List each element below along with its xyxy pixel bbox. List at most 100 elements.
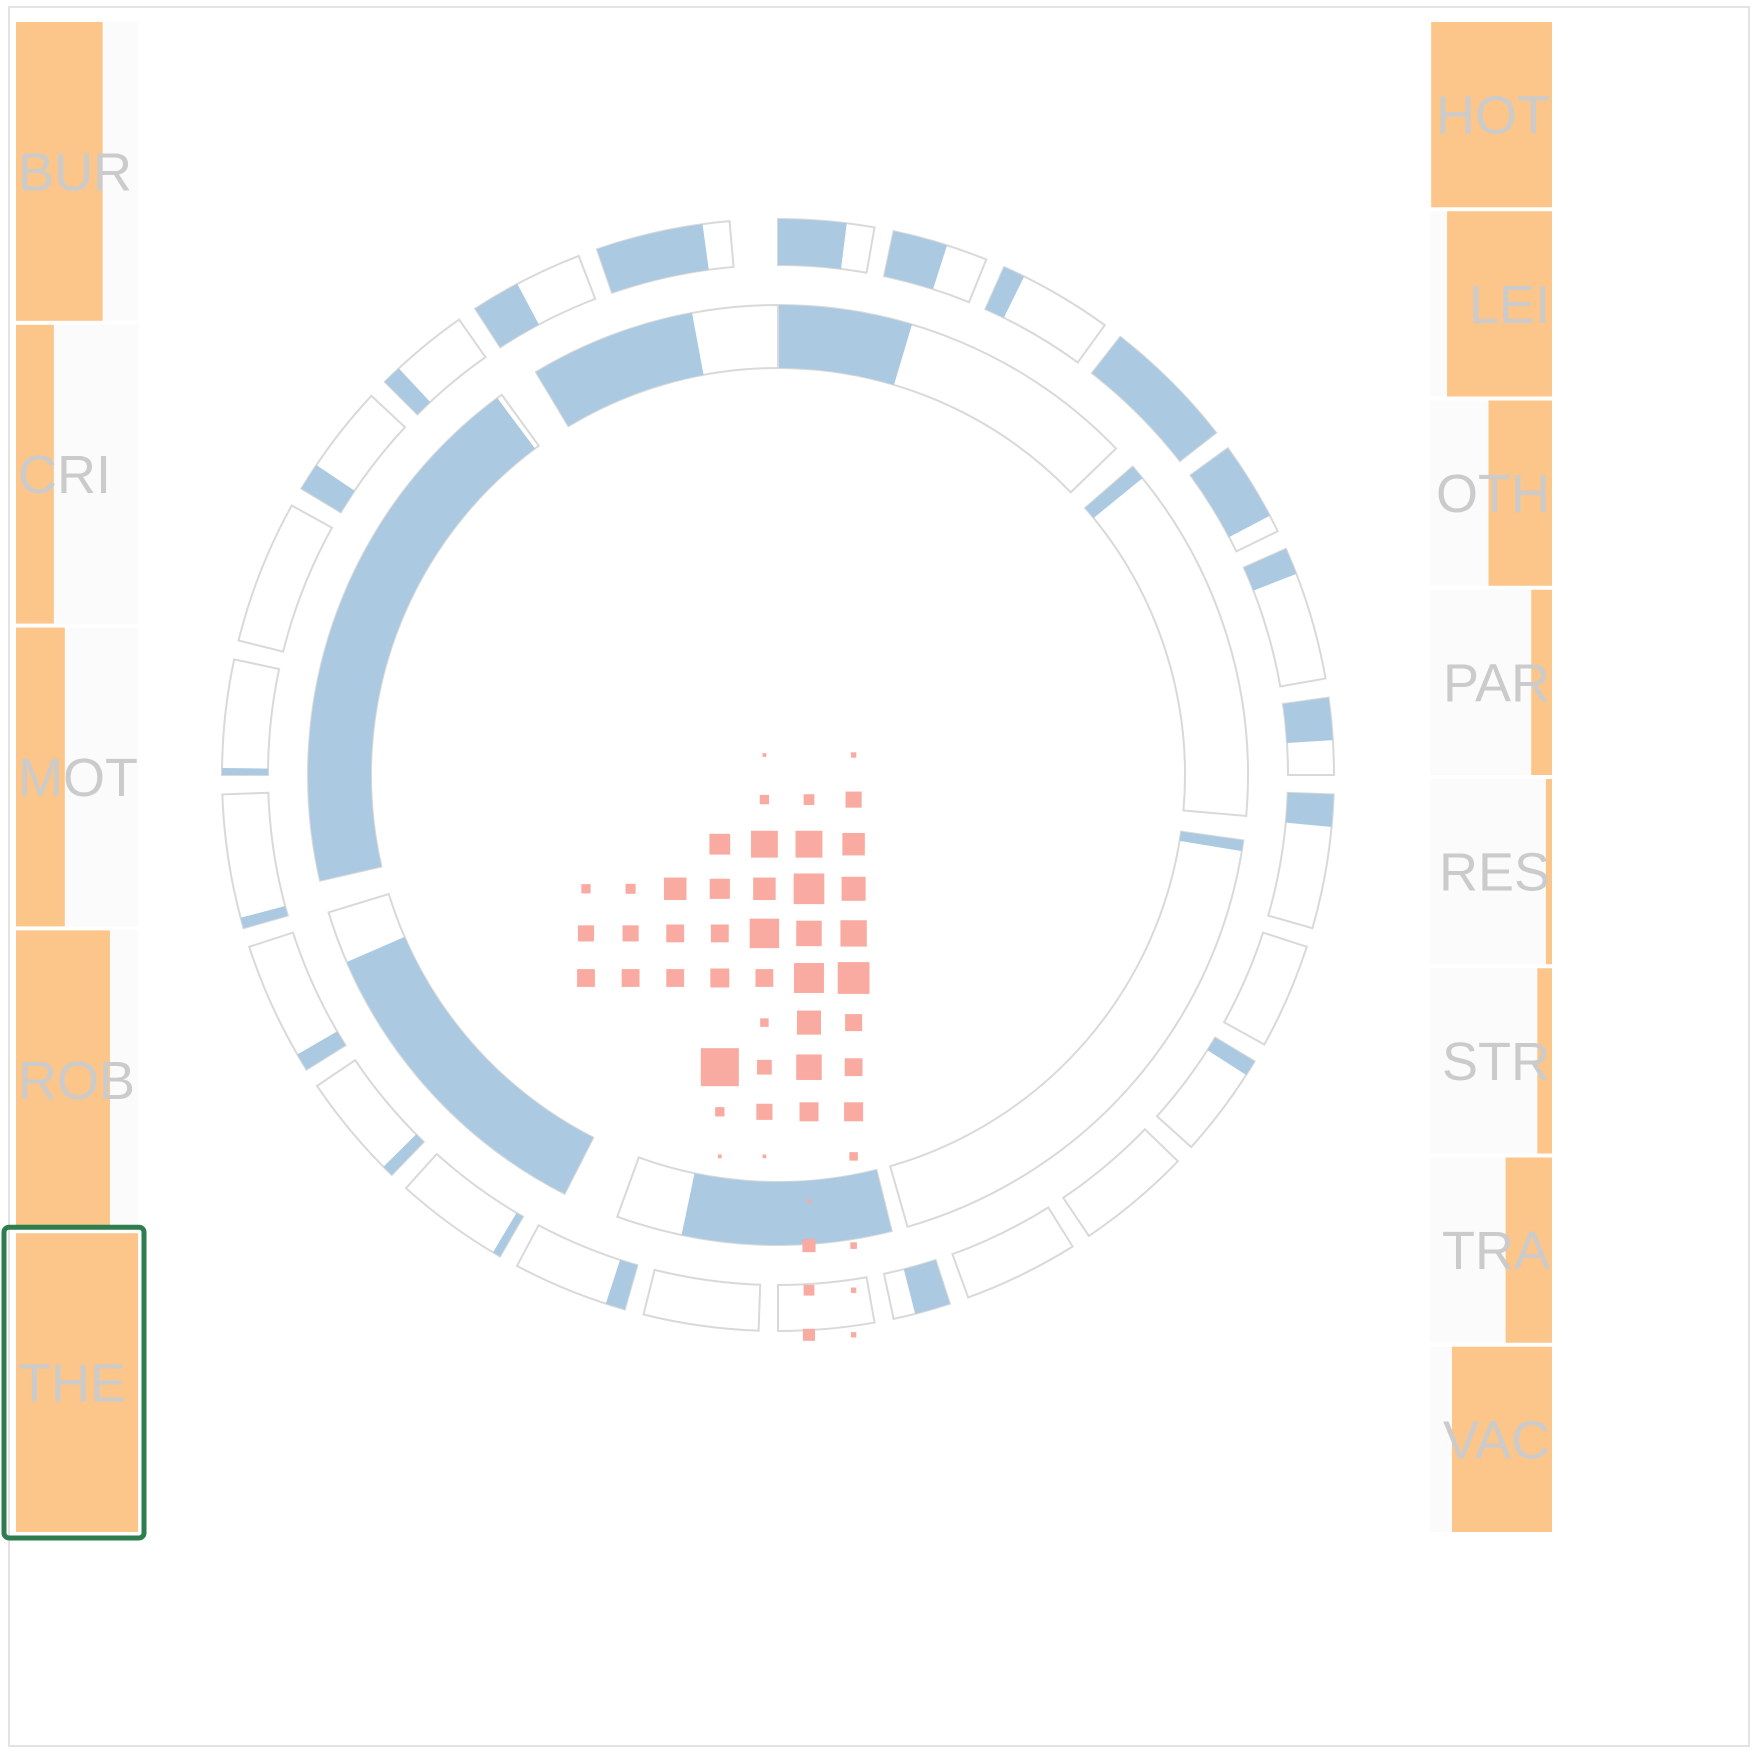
category-bar-str[interactable] bbox=[1537, 968, 1552, 1154]
selection-highlight bbox=[1, 1224, 147, 1541]
category-bar-the[interactable] bbox=[16, 1233, 138, 1532]
matrix-cell-9-4 bbox=[762, 1154, 767, 1159]
outer-ring-segment-11[interactable] bbox=[1061, 1127, 1180, 1238]
category-bar-res[interactable] bbox=[1545, 779, 1552, 965]
matrix-cell-4-3 bbox=[710, 924, 729, 943]
outer-ring-segment-fill-10 bbox=[1207, 1037, 1255, 1075]
matrix-cell-8-4 bbox=[756, 1103, 773, 1120]
inner-ring bbox=[307, 303, 1249, 1246]
outer-ring-segment-17[interactable] bbox=[404, 1152, 525, 1258]
outer-ring-segment-24[interactable] bbox=[383, 318, 487, 416]
category-label-par: PAR bbox=[1443, 653, 1550, 713]
matrix-cell-10-5 bbox=[807, 1199, 811, 1203]
inner-ring-segment-fill-2 bbox=[1085, 466, 1143, 518]
outer-ring-segment-8[interactable] bbox=[1267, 791, 1335, 930]
outer-ring-segment-fill-19 bbox=[297, 1031, 346, 1070]
matrix-cell-11-6 bbox=[850, 1242, 857, 1249]
matrix-cell-12-5 bbox=[803, 1284, 815, 1296]
left-category-panel: BUR CRI MOT ROB THE bbox=[16, 22, 138, 1532]
outer-ring-segment-fill-26 bbox=[596, 224, 709, 293]
category-bar-tra[interactable] bbox=[1505, 1157, 1552, 1343]
category-track-str bbox=[1430, 968, 1552, 1154]
outer-ring-segment-fill-7 bbox=[1283, 697, 1333, 743]
category-bar-par[interactable] bbox=[1531, 589, 1552, 775]
outer-ring-segment-15[interactable] bbox=[642, 1268, 762, 1332]
matrix-cell-2-3 bbox=[709, 833, 731, 855]
matrix-cell-5-4 bbox=[755, 969, 774, 987]
matrix-cell-4-0 bbox=[577, 925, 595, 942]
outer-ring-segment-fill-5 bbox=[1190, 448, 1270, 538]
category-label-mot: MOT bbox=[18, 748, 138, 808]
category-label-res: RES bbox=[1439, 843, 1550, 903]
chart-frame bbox=[8, 6, 1750, 1747]
outer-ring-segment-9[interactable] bbox=[1222, 931, 1309, 1046]
matrix-cell-0-4 bbox=[762, 753, 767, 757]
matrix-cell-3-5 bbox=[793, 873, 825, 905]
category-bar-oth[interactable] bbox=[1488, 400, 1552, 586]
inner-ring-segment-fill-3 bbox=[1179, 831, 1244, 852]
outer-ring-segment-fill-13 bbox=[903, 1260, 950, 1314]
category-bar-rob[interactable] bbox=[16, 930, 110, 1230]
outer-ring-segment-21[interactable] bbox=[220, 658, 281, 776]
inner-ring-segment-fill-4 bbox=[681, 1169, 892, 1245]
matrix-cell-3-4 bbox=[753, 877, 776, 901]
matrix-cell-8-3 bbox=[715, 1107, 725, 1117]
outer-ring-segment-14[interactable] bbox=[777, 1276, 876, 1333]
category-bar-bur[interactable] bbox=[16, 22, 103, 321]
category-bar-cri[interactable] bbox=[16, 324, 54, 624]
category-label-cri: CRI bbox=[18, 445, 111, 505]
category-bar-hot[interactable] bbox=[1431, 22, 1552, 208]
matrix-cell-9-3 bbox=[717, 1154, 722, 1159]
outer-ring-segment-fill-3 bbox=[985, 267, 1025, 318]
inner-ring-segment-fill-6 bbox=[308, 398, 535, 881]
matrix-cell-1-4 bbox=[759, 794, 770, 805]
matrix-cell-8-5 bbox=[799, 1102, 819, 1122]
inner-ring-segment-3[interactable] bbox=[888, 830, 1245, 1229]
outer-ring-segment-20[interactable] bbox=[221, 791, 289, 930]
outer-ring-segment-10[interactable] bbox=[1155, 1036, 1256, 1149]
category-label-the: THE bbox=[18, 1354, 126, 1414]
right-category-panel: HOT LEI OTH PAR RES STR TRA VAC bbox=[1430, 22, 1552, 1532]
outer-ring bbox=[220, 217, 1336, 1333]
category-bar-lei[interactable] bbox=[1447, 211, 1552, 397]
matrix-cell-13-5 bbox=[802, 1328, 816, 1341]
outer-ring-segment-fill-18 bbox=[383, 1134, 424, 1175]
matrix-cell-11-5 bbox=[802, 1239, 816, 1253]
matrix-cell-7-5 bbox=[796, 1054, 822, 1080]
matrix-cell-9-6 bbox=[849, 1152, 858, 1161]
outer-ring-segment-fill-2 bbox=[884, 231, 948, 290]
category-bar-mot[interactable] bbox=[16, 627, 65, 927]
outer-ring-segment-19[interactable] bbox=[247, 931, 347, 1072]
matrix-cell-1-6 bbox=[845, 791, 862, 808]
outer-ring-segment-fill-21 bbox=[222, 768, 269, 775]
matrix-cell-5-2 bbox=[666, 969, 685, 987]
outer-ring-segment-fill-17 bbox=[492, 1212, 523, 1257]
matrix-cell-4-6 bbox=[840, 920, 867, 947]
matrix-cell-7-4 bbox=[757, 1059, 772, 1075]
outer-ring-segment-fill-23 bbox=[301, 465, 355, 513]
outer-ring-segment-18[interactable] bbox=[315, 1058, 426, 1177]
outer-ring-segment-12[interactable] bbox=[951, 1206, 1075, 1299]
matrix-cell-3-6 bbox=[841, 876, 866, 901]
matrix-cell-2-6 bbox=[842, 832, 865, 856]
matrix-cell-5-0 bbox=[577, 969, 595, 987]
outer-ring-segment-22[interactable] bbox=[237, 504, 334, 653]
category-bar-vac[interactable] bbox=[1451, 1346, 1552, 1532]
matrix-cell-6-6 bbox=[845, 1014, 863, 1032]
matrix-cell-0-6 bbox=[850, 752, 857, 758]
matrix-cell-6-4 bbox=[760, 1018, 769, 1027]
outer-ring-segment-16[interactable] bbox=[515, 1223, 639, 1311]
category-label-hot: HOT bbox=[1436, 86, 1550, 146]
matrix-cell-1-5 bbox=[803, 794, 815, 805]
matrix-cell-4-5 bbox=[796, 920, 822, 947]
inner-ring-segment-2[interactable] bbox=[1083, 465, 1249, 818]
outer-ring-segment-fill-6 bbox=[1243, 548, 1297, 591]
outer-ring-segment-fill-24 bbox=[384, 368, 431, 415]
matrix-cell-5-5 bbox=[794, 963, 824, 993]
category-label-oth: OTH bbox=[1436, 464, 1550, 524]
category-label-tra: TRA bbox=[1442, 1221, 1550, 1281]
matrix-cell-8-6 bbox=[844, 1102, 864, 1122]
matrix-cell-7-3 bbox=[700, 1048, 739, 1087]
matrix-cell-13-6 bbox=[850, 1332, 857, 1338]
